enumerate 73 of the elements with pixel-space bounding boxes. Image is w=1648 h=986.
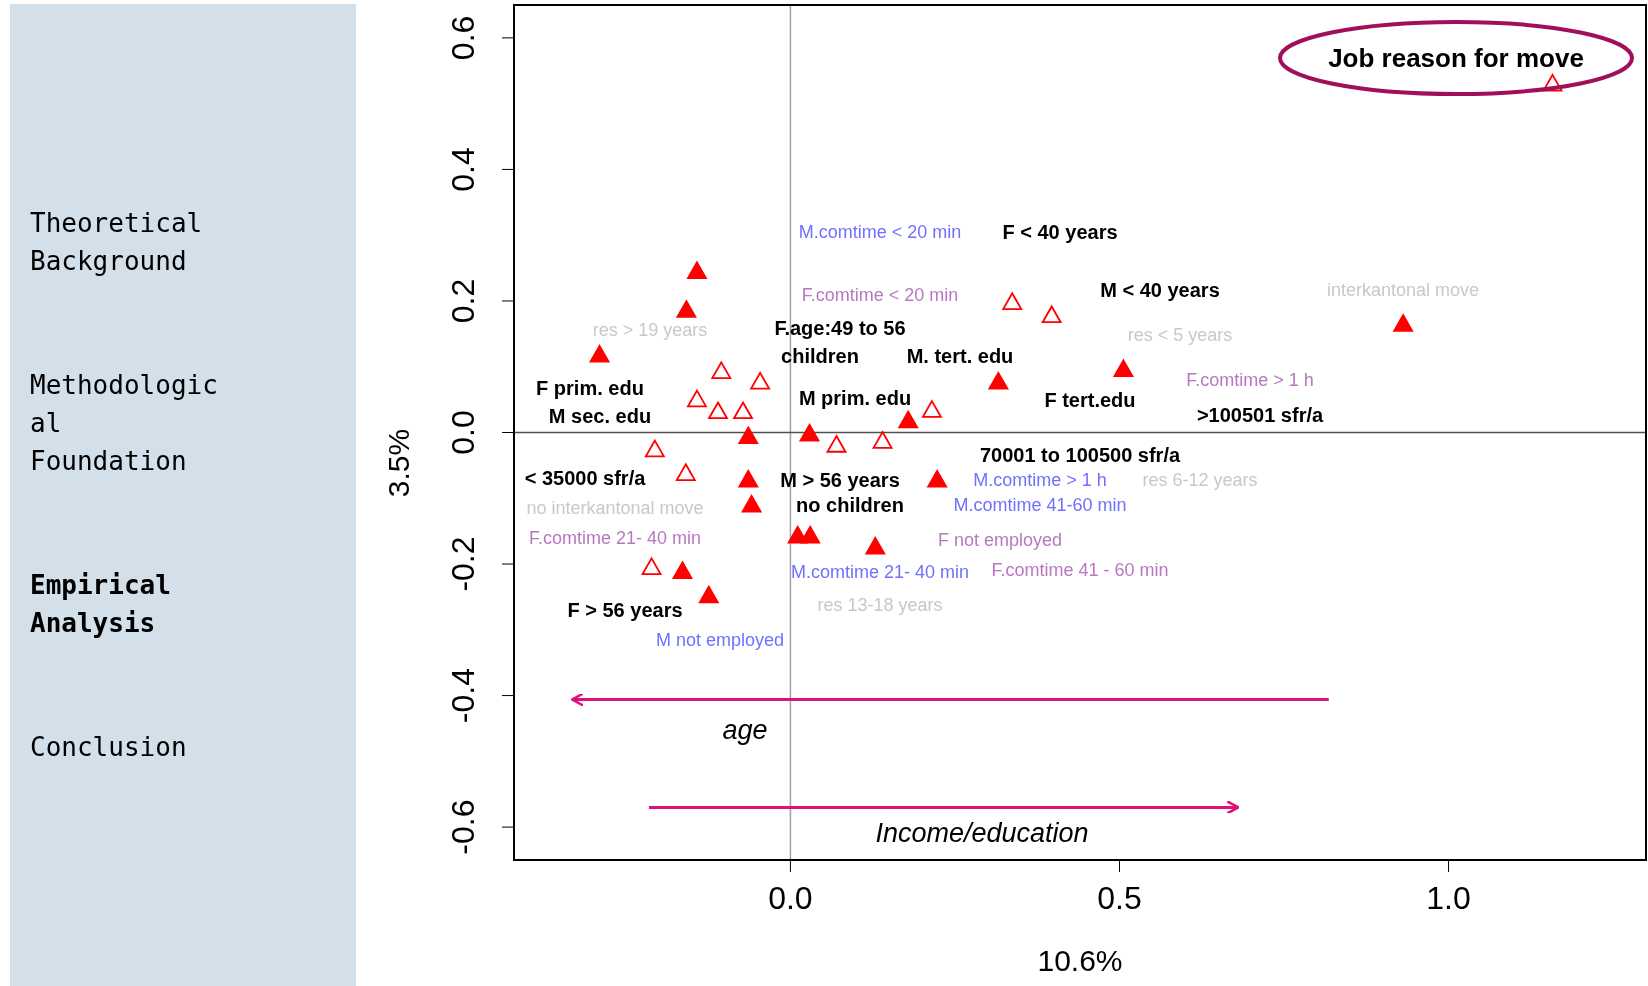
text: Conclusion bbox=[30, 731, 188, 764]
point bbox=[1002, 292, 1023, 310]
annotation: F < 40 years bbox=[1002, 221, 1118, 243]
point bbox=[672, 561, 693, 579]
annotation: F not employed bbox=[937, 530, 1063, 550]
annotation: M. tert. edu bbox=[906, 345, 1014, 367]
annotation: age bbox=[722, 715, 768, 745]
annotation: F prim. edu bbox=[536, 377, 644, 399]
annotation: >100501 sfr/a bbox=[1196, 404, 1324, 426]
y-tick-label: 0.2 bbox=[445, 278, 481, 324]
point bbox=[708, 401, 728, 420]
annotation: F > 56 years bbox=[567, 599, 683, 621]
annotation: Job reason for move bbox=[1328, 43, 1584, 73]
point bbox=[898, 410, 919, 429]
point bbox=[927, 469, 948, 488]
annotation: 70001 to 100500 sfr/a bbox=[979, 444, 1181, 466]
point bbox=[641, 557, 662, 575]
annotation: M < 40 years bbox=[1100, 279, 1220, 301]
point bbox=[1393, 314, 1414, 332]
annotation: M sec. edu bbox=[548, 405, 652, 427]
point bbox=[800, 525, 821, 544]
point bbox=[872, 431, 893, 449]
annotation: F.comtime 21- 40 min bbox=[528, 528, 702, 548]
annotation: children bbox=[781, 345, 859, 367]
text: Theoretical Background bbox=[30, 207, 204, 278]
text: Methodological Foundation bbox=[30, 369, 218, 478]
point bbox=[675, 463, 696, 481]
point bbox=[1041, 305, 1062, 324]
point bbox=[988, 371, 1009, 390]
annotation: M.comtime > 1 h bbox=[973, 470, 1107, 490]
point bbox=[865, 537, 886, 555]
y-tick-label: 0.0 bbox=[445, 410, 481, 455]
point bbox=[733, 401, 753, 420]
point bbox=[711, 361, 732, 379]
point bbox=[738, 469, 759, 488]
annotation: F.comtime > 1 h bbox=[1186, 370, 1314, 390]
point bbox=[1113, 359, 1134, 378]
annotation: M prim. edu bbox=[798, 387, 912, 409]
point bbox=[687, 261, 707, 280]
point bbox=[589, 344, 610, 363]
annotation: F.age:49 to 56 bbox=[774, 317, 906, 339]
annotation: F.comtime < 20 min bbox=[801, 285, 959, 305]
y-tick-label: 0.4 bbox=[445, 147, 481, 192]
point bbox=[687, 389, 707, 408]
point bbox=[741, 494, 762, 513]
point bbox=[826, 435, 847, 453]
y-tick-label: -0.4 bbox=[445, 668, 481, 724]
annotation: M.comtime < 20 min bbox=[798, 222, 962, 242]
y-tick-label: -0.6 bbox=[445, 799, 481, 855]
point bbox=[799, 423, 820, 442]
y-tick-label: 0.6 bbox=[445, 15, 481, 61]
annotation: M.comtime 41-60 min bbox=[953, 495, 1127, 515]
point bbox=[698, 585, 719, 604]
annotation: F tert.edu bbox=[1044, 389, 1136, 411]
y-tick-label: -0.2 bbox=[445, 536, 481, 592]
point bbox=[750, 371, 771, 390]
annotation: M.comtime 21- 40 min bbox=[790, 562, 970, 582]
annotation: M not employed bbox=[655, 630, 785, 650]
point bbox=[738, 426, 759, 445]
point bbox=[644, 439, 665, 458]
annotation: Income/education bbox=[875, 818, 1089, 848]
annotation: no children bbox=[796, 494, 904, 516]
annotation: F.comtime 41 - 60 min bbox=[991, 560, 1169, 580]
y-axis-title: 3.5% bbox=[381, 428, 415, 498]
text: Empirical Analysis bbox=[30, 569, 172, 640]
x-tick-label: 1.0 bbox=[1426, 879, 1471, 916]
x-tick-label: 0.0 bbox=[768, 879, 813, 916]
x-tick-label: 0.5 bbox=[1097, 879, 1142, 916]
point bbox=[676, 300, 697, 318]
annotation: M > 56 years bbox=[780, 469, 900, 491]
x-axis-title: 10.6% bbox=[1037, 943, 1123, 977]
point bbox=[922, 400, 942, 418]
annotation: < 35000 sfr/a bbox=[524, 467, 647, 489]
